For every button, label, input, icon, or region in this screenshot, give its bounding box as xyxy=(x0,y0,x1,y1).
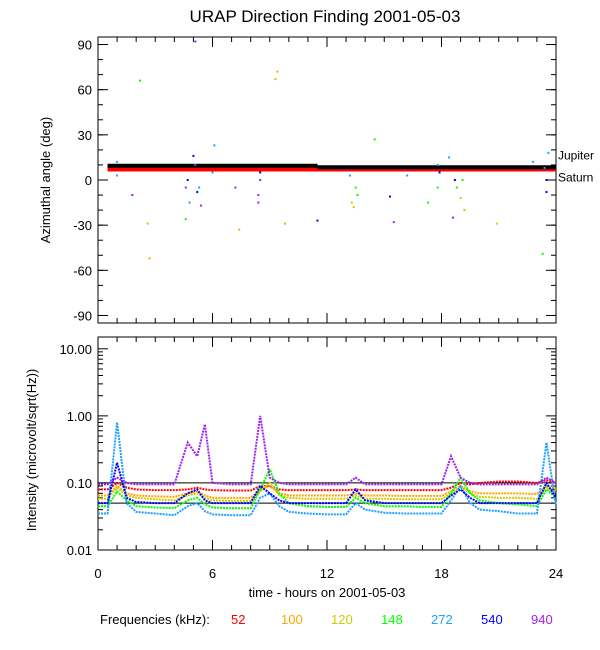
series-line-940 xyxy=(98,415,557,486)
data-point-148 xyxy=(373,138,376,141)
data-point-120 xyxy=(274,78,277,81)
data-point-272 xyxy=(448,156,451,159)
azimuth-panel: 90 60 30 0 -30 -60 -90 Jupiter Saturn xyxy=(73,36,594,324)
data-point-148 xyxy=(541,252,544,255)
data-point-272 xyxy=(547,151,550,154)
xtick-label: 12 xyxy=(320,566,334,581)
data-point-148 xyxy=(427,201,430,204)
data-point-272 xyxy=(188,201,191,204)
data-point-100 xyxy=(238,228,241,231)
data-point-100 xyxy=(284,222,287,225)
data-point-120 xyxy=(459,197,462,200)
ytick-label: 10.00 xyxy=(59,342,92,357)
ytick-label: 0.10 xyxy=(67,476,92,491)
ytick-label: 0 xyxy=(85,173,92,188)
xtick-label: 0 xyxy=(94,566,101,581)
data-point-272 xyxy=(211,171,214,174)
xtick-label: 24 xyxy=(549,566,563,581)
data-point-272 xyxy=(198,186,201,189)
azimuth-frame xyxy=(97,36,557,324)
data-point-148 xyxy=(455,186,458,189)
legend-entry-540: 540 xyxy=(481,612,503,627)
xlabel: time - hours on 2001-05-03 xyxy=(249,585,406,600)
legend: 52 100 120 148 272 540 940 xyxy=(231,612,553,627)
series-line-52 xyxy=(98,479,557,492)
ytick-label: 60 xyxy=(78,83,92,98)
data-point-540 xyxy=(196,191,199,194)
ytick-label: 30 xyxy=(78,128,92,143)
data-point-148 xyxy=(461,179,464,181)
data-point-148 xyxy=(436,186,439,189)
legend-entry-52: 52 xyxy=(231,612,245,627)
data-point-272 xyxy=(543,166,546,169)
series-line-540 xyxy=(98,462,557,505)
xtick-label: 18 xyxy=(434,566,448,581)
series-line-148 xyxy=(98,466,557,510)
data-point-940 xyxy=(257,201,260,204)
data-point-540 xyxy=(192,154,195,157)
data-point-120 xyxy=(146,222,149,225)
data-point-940 xyxy=(131,194,134,197)
legend-entry-148: 148 xyxy=(381,612,403,627)
data-point-272 xyxy=(348,174,351,177)
data-point-272 xyxy=(116,160,119,163)
data-point-100 xyxy=(276,70,279,73)
data-point-148 xyxy=(184,218,187,221)
data-point-540 xyxy=(259,171,262,174)
series-line-272 xyxy=(98,422,557,517)
saturn-label: Saturn xyxy=(558,170,593,184)
data-point-148 xyxy=(356,194,359,197)
data-point-540 xyxy=(438,171,441,174)
legend-entry-100: 100 xyxy=(281,612,303,627)
data-point-540 xyxy=(316,219,319,222)
ytick-label: 90 xyxy=(78,38,92,53)
series-line-120 xyxy=(98,481,557,502)
data-point-940 xyxy=(259,179,262,181)
data-point-100 xyxy=(148,257,151,260)
chart-title: URAP Direction Finding 2001-05-03 xyxy=(190,7,461,26)
series-line-100 xyxy=(98,484,557,499)
intensity-ylabel: Intensity (microvolt/sqrt(Hz)) xyxy=(24,369,39,532)
jupiter-label: Jupiter xyxy=(558,149,594,163)
data-point-940 xyxy=(392,221,395,224)
azimuth-ylabel: Azimuthal angle (deg) xyxy=(38,117,53,243)
data-point-940 xyxy=(234,186,237,189)
data-point-272 xyxy=(532,160,535,163)
data-point-272 xyxy=(116,174,119,177)
intensity-panel: 10.00 1.00 0.10 0.010 6 12 18 24 xyxy=(59,336,563,581)
data-point-540 xyxy=(545,179,548,181)
data-point-940 xyxy=(194,40,197,43)
legend-entry-120: 120 xyxy=(331,612,353,627)
ytick-label: 0.01 xyxy=(67,543,92,558)
data-point-120 xyxy=(350,201,353,204)
legend-entry-940: 940 xyxy=(531,612,553,627)
ytick-label: 1.00 xyxy=(67,409,92,424)
data-point-940 xyxy=(194,163,197,166)
data-point-148 xyxy=(354,186,357,189)
data-point-120 xyxy=(352,206,355,209)
data-point-148 xyxy=(138,79,141,82)
data-point-540 xyxy=(453,179,456,181)
intensity-frame xyxy=(97,336,557,551)
xtick-label: 6 xyxy=(209,566,216,581)
data-point-540 xyxy=(186,179,189,181)
ytick-label: -30 xyxy=(73,218,92,233)
data-point-272 xyxy=(213,144,216,147)
data-point-120 xyxy=(495,222,498,225)
data-point-940 xyxy=(184,186,187,189)
data-point-940 xyxy=(451,216,454,219)
data-point-540 xyxy=(545,191,548,194)
ytick-label: -90 xyxy=(73,308,92,323)
data-point-120 xyxy=(463,209,466,212)
data-point-272 xyxy=(436,163,439,166)
legend-title: Frequencies (kHz): xyxy=(100,612,210,627)
data-point-940 xyxy=(257,194,260,197)
data-point-272 xyxy=(406,174,409,177)
data-point-540 xyxy=(388,195,391,198)
ytick-label: -60 xyxy=(73,263,92,278)
data-point-940 xyxy=(200,204,203,207)
legend-entry-272: 272 xyxy=(431,612,453,627)
